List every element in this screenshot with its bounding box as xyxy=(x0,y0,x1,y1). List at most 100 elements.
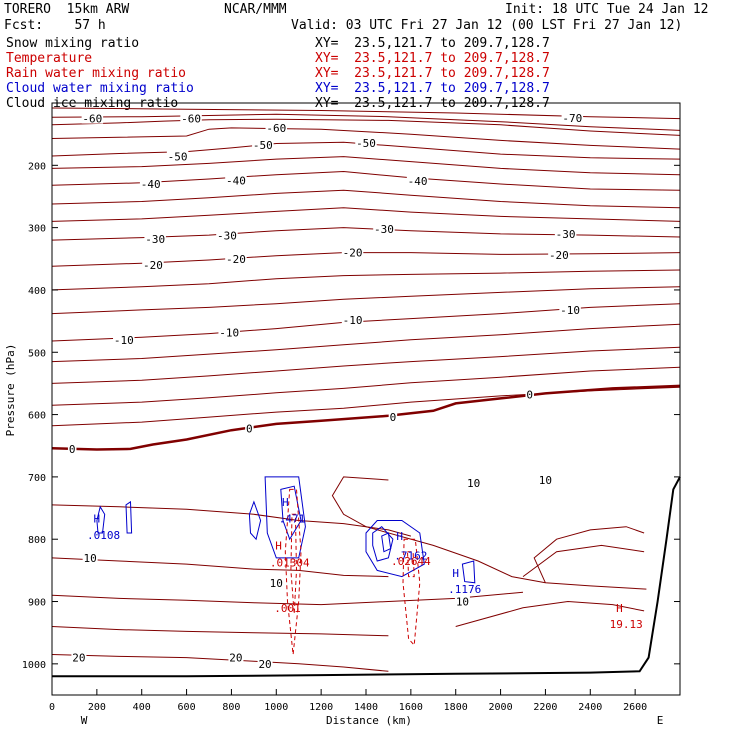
cloud-water-contour xyxy=(372,526,394,562)
cloud-water-max-label: H xyxy=(94,513,101,526)
cloud-water-max-label: H xyxy=(282,496,289,509)
contour-label-bg xyxy=(67,442,77,454)
isotherm-line xyxy=(51,107,681,120)
legend-snow: Snow mixing ratio xyxy=(6,36,140,51)
init-time: Init: 18 UTC Tue 24 Jan 12 xyxy=(505,2,709,17)
valid-time: Valid: 03 UTC Fri 27 Jan 12 (00 LST Fri … xyxy=(291,18,683,33)
contour-label-bg xyxy=(548,249,570,261)
y-tick-label: 800 xyxy=(28,535,46,546)
isotherm-label: 20 xyxy=(72,652,85,665)
x-tick-label: 0 xyxy=(49,702,55,713)
legend-cloud-water-xy: XY= 23.5,121.7 to 209.7,128.7 xyxy=(315,81,550,96)
cloud-water-layer xyxy=(96,476,476,584)
legend-temperature: Temperature xyxy=(6,51,93,66)
isotherm-line xyxy=(51,118,681,136)
zero-isotherm-line xyxy=(51,384,681,451)
isotherm-line xyxy=(51,366,681,406)
isotherm-line xyxy=(51,207,681,222)
contour-label-bg xyxy=(257,657,273,669)
isotherm-line xyxy=(51,113,681,131)
y-tick-label: 700 xyxy=(28,473,46,484)
isotherm-label: -40 xyxy=(408,175,428,188)
isotherm-label: 10 xyxy=(84,552,97,565)
isotherm-label: 10 xyxy=(539,474,552,487)
contour-label-bg xyxy=(388,411,398,423)
rain-water-contour xyxy=(284,488,302,655)
x-tick-label: 200 xyxy=(88,702,106,713)
forecast-hour: Fcst: 57 h xyxy=(4,18,106,33)
contour-label-bg xyxy=(228,651,244,663)
legend-temperature-xy: XY= 23.5,121.7 to 209.7,128.7 xyxy=(315,51,550,66)
isotherm-label: -20 xyxy=(549,249,569,262)
contour-label-bg xyxy=(559,303,581,315)
y-tick-label: 600 xyxy=(28,411,46,422)
x-tick-label: 1800 xyxy=(444,702,468,713)
cloud-water-max-label: .471 xyxy=(279,513,306,526)
isotherm-label: 10 xyxy=(456,596,469,609)
contour-label-bg xyxy=(144,232,166,244)
x-tick-label: 2600 xyxy=(623,702,647,713)
isotherm-label: -60 xyxy=(82,113,102,126)
x-tick-label: 1000 xyxy=(264,702,288,713)
cloud-water-max-label: .1176 xyxy=(448,583,481,596)
isotherm-label: 0 xyxy=(526,389,533,402)
isotherm-line xyxy=(331,476,647,590)
contour-label-bg xyxy=(252,138,274,150)
cloud-water-max-label: H xyxy=(396,530,403,543)
y-tick-label: 200 xyxy=(28,161,46,172)
x-tick-label: 1200 xyxy=(309,702,333,713)
y-tick-label: 500 xyxy=(28,348,46,359)
contour-label-bg xyxy=(537,474,553,486)
rain-max-label: 19.13 xyxy=(610,618,643,631)
isotherm-label: -60 xyxy=(266,122,286,135)
isotherm-line xyxy=(51,189,681,209)
contour-label-bg xyxy=(139,178,162,190)
isotherm-layer xyxy=(51,107,681,672)
contour-label-bg xyxy=(406,174,429,186)
contour-label-bg xyxy=(82,551,98,563)
isotherm-label: -10 xyxy=(343,314,363,327)
contour-label-bg xyxy=(180,112,202,124)
rain-max-label: H xyxy=(275,539,282,552)
rain-max-label: .01304 xyxy=(270,556,310,569)
terrain-line xyxy=(52,476,681,678)
rain-water-contour xyxy=(402,538,421,647)
cloud-water-contour xyxy=(365,520,425,578)
rain-water-contour xyxy=(290,513,298,615)
rain-max-label: .001 xyxy=(274,602,301,615)
isotherm-line xyxy=(51,156,681,176)
isotherm-line xyxy=(51,557,389,578)
model-title: TORERO 15km ARW xyxy=(4,2,130,17)
contour-label-bg xyxy=(525,388,534,400)
isotherm-label: -50 xyxy=(253,139,273,152)
isotherm-line xyxy=(51,323,681,363)
cloud-water-contour xyxy=(264,476,306,559)
contour-label-bg xyxy=(245,422,254,434)
isotherm-line xyxy=(51,591,524,606)
contour-label-bg xyxy=(466,477,482,489)
contour-label-bg xyxy=(265,121,288,133)
cloud-water-contour xyxy=(381,532,392,553)
contour-label-bg xyxy=(225,252,247,264)
contour-label-bg xyxy=(71,651,87,663)
isotherm-label: -30 xyxy=(556,228,576,241)
isotherm-label: -20 xyxy=(226,253,246,266)
isotherm-label: -20 xyxy=(343,247,363,260)
isotherm-line xyxy=(51,386,681,427)
isotherm-label: -10 xyxy=(560,304,580,317)
isotherm-label: -30 xyxy=(145,233,165,246)
cloud-water-contour xyxy=(461,560,476,584)
rain-max-label: H xyxy=(616,602,623,615)
isotherm-label: 0 xyxy=(69,443,76,456)
isotherm-line xyxy=(533,526,645,584)
legend-snow-xy: XY= 23.5,121.7 to 209.7,128.7 xyxy=(315,36,550,51)
y-axis-label: Pressure (hPa) xyxy=(4,344,17,437)
contour-label-bg xyxy=(216,229,238,241)
isotherm-line xyxy=(51,626,389,637)
x-tick-label: 2000 xyxy=(489,702,513,713)
isotherm-label: -40 xyxy=(141,178,161,191)
x-tick-label: 2200 xyxy=(533,702,557,713)
isotherm-line xyxy=(522,544,645,578)
contour-label-bg xyxy=(355,136,377,148)
